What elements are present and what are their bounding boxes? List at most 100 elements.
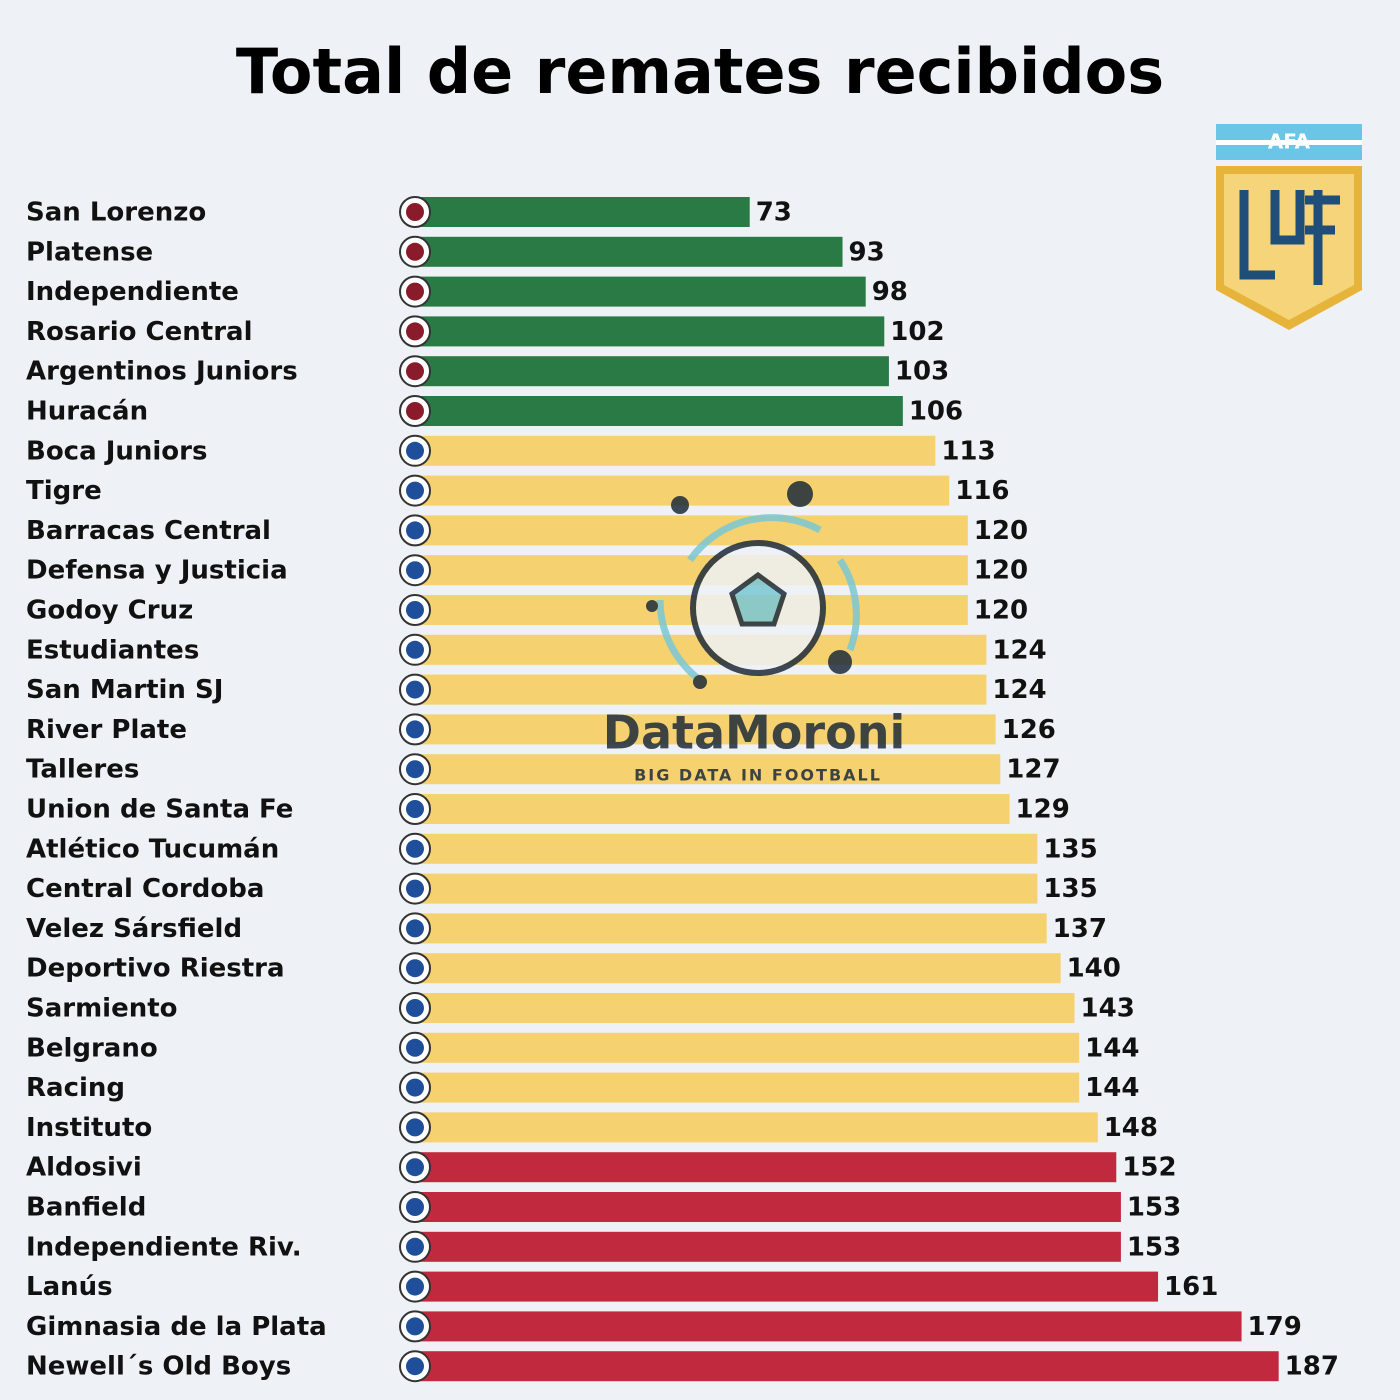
watermark: DataMoroni BIG DATA IN FOOTBALL <box>603 481 905 785</box>
value-label: 144 <box>1085 1073 1139 1103</box>
team-logo-core <box>406 481 424 500</box>
ball-patch <box>729 571 787 627</box>
team-logo-core <box>406 601 424 619</box>
bar <box>411 1072 1080 1103</box>
value-label: 153 <box>1127 1193 1181 1223</box>
bar <box>411 197 750 227</box>
team-logo-core <box>406 521 424 540</box>
team-logo-core <box>406 1357 424 1376</box>
value-label: 124 <box>992 635 1046 665</box>
team-logo-core <box>406 561 424 580</box>
value-label: 93 <box>849 237 885 267</box>
category-label: Argentinos Juniors <box>26 357 298 387</box>
bar <box>411 993 1075 1023</box>
value-label: 143 <box>1081 994 1135 1024</box>
dot <box>828 650 852 674</box>
team-logo-core <box>406 640 424 659</box>
category-label: Lanús <box>26 1272 113 1302</box>
team-logo-core <box>406 1277 424 1296</box>
value-label: 148 <box>1104 1113 1158 1143</box>
bar <box>411 794 1010 824</box>
value-label: 102 <box>890 317 944 347</box>
value-label: 135 <box>1043 874 1097 904</box>
team-logo-core <box>406 760 424 779</box>
category-label: Estudiantes <box>26 635 199 665</box>
team-logo-core <box>406 1198 424 1216</box>
team-logo-core <box>406 203 424 221</box>
value-label: 161 <box>1164 1272 1218 1302</box>
bar <box>411 1271 1159 1302</box>
category-label: Godoy Cruz <box>26 596 193 626</box>
value-label: 73 <box>756 198 792 228</box>
value-label: 120 <box>974 556 1028 586</box>
bar <box>411 595 968 625</box>
value-label: 152 <box>1122 1153 1176 1183</box>
team-logo-core <box>406 1237 424 1256</box>
bar <box>411 1192 1121 1222</box>
badge-stripe <box>1216 140 1362 145</box>
badge-label: AFA <box>1268 130 1311 154</box>
team-logo-core <box>406 322 424 341</box>
bar <box>411 1351 1279 1382</box>
value-label: 113 <box>941 436 995 466</box>
category-label: Rosario Central <box>26 317 252 347</box>
bar <box>411 396 903 426</box>
category-label: Huracán <box>26 397 148 427</box>
team-logo-core <box>406 800 424 818</box>
bar <box>411 1231 1121 1262</box>
value-label: 179 <box>1248 1312 1302 1342</box>
bars: San Lorenzo 73 Platense 93 Independiente 98 Ro… <box>26 196 1339 1383</box>
team-logo-core <box>406 680 424 699</box>
watermark-tagline: BIG DATA IN FOOTBALL <box>634 766 882 785</box>
category-label: Defensa y Justicia <box>26 556 288 586</box>
category-label: Racing <box>26 1073 125 1103</box>
value-label: 106 <box>909 397 963 427</box>
bar <box>411 1032 1080 1063</box>
team-logo-core <box>406 919 424 938</box>
category-label: Barracas Central <box>26 516 271 546</box>
category-label: Instituto <box>26 1113 152 1143</box>
value-label: 137 <box>1053 914 1107 944</box>
bar <box>411 913 1047 944</box>
value-label: 140 <box>1067 954 1121 984</box>
value-label: 135 <box>1043 834 1097 864</box>
dot <box>787 481 813 507</box>
category-label: Union de Santa Fe <box>26 795 293 825</box>
value-label: 98 <box>872 277 908 307</box>
team-logo-core <box>406 362 424 381</box>
bar <box>411 953 1061 984</box>
value-label: 120 <box>974 516 1028 546</box>
chart-title: Total de remates recibidos <box>236 35 1164 108</box>
bar <box>411 714 996 745</box>
value-label: 153 <box>1127 1232 1181 1262</box>
team-logo-core <box>406 879 424 898</box>
category-label: Independiente <box>26 277 239 307</box>
bar <box>411 435 936 466</box>
category-label: San Martin SJ <box>26 675 223 705</box>
value-label: 124 <box>992 675 1046 705</box>
bar <box>411 1152 1117 1183</box>
team-logo-core <box>406 441 424 460</box>
bar <box>411 515 968 546</box>
bar <box>411 316 885 347</box>
bar <box>411 236 843 267</box>
category-label: River Plate <box>26 715 187 745</box>
team-logo-core <box>406 1158 424 1177</box>
category-label: Deportivo Riestra <box>26 954 285 984</box>
team-logo-core <box>406 720 424 739</box>
ring <box>656 514 860 683</box>
team-logo-core <box>406 839 424 858</box>
category-label: Banfield <box>26 1193 146 1223</box>
bar <box>411 356 889 387</box>
team-logo-core <box>406 959 424 978</box>
value-label: 120 <box>974 596 1028 626</box>
category-label: Boca Juniors <box>26 436 207 466</box>
category-label: Talleres <box>26 755 139 785</box>
bar <box>411 833 1038 864</box>
watermark-name: DataMoroni <box>603 706 905 760</box>
team-logo-core <box>406 999 424 1017</box>
category-label: Atlético Tucumán <box>26 834 279 864</box>
bar <box>411 1311 1242 1342</box>
dot <box>671 496 689 514</box>
